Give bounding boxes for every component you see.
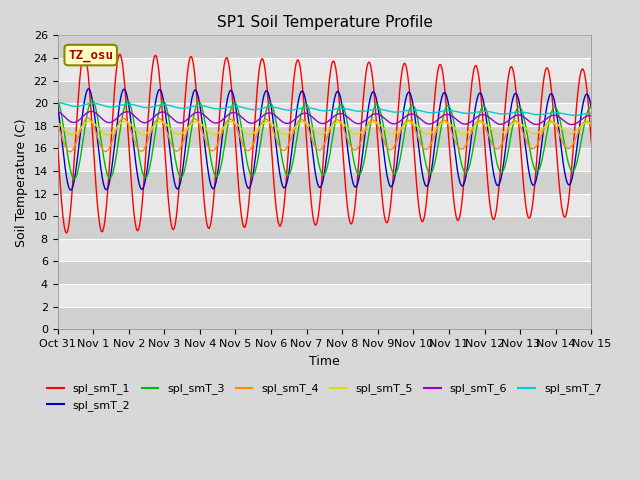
- Bar: [58, 307, 591, 329]
- spl_smT_6: [588, 113, 595, 119]
- spl_smT_5: [588, 120, 595, 126]
- spl_smT_3: [54, 97, 61, 103]
- spl_smT_3: [81, 124, 89, 130]
- spl_smT_2: [67, 187, 74, 193]
- spl_smT_5: [81, 120, 89, 126]
- spl_smT_1: [475, 72, 483, 77]
- spl_smT_3: [300, 103, 307, 109]
- Line: spl_smT_2: spl_smT_2: [58, 89, 591, 190]
- spl_smT_6: [314, 119, 321, 124]
- spl_smT_6: [54, 108, 61, 114]
- Bar: [58, 103, 591, 126]
- spl_smT_1: [588, 140, 595, 145]
- Bar: [58, 193, 591, 216]
- spl_smT_4: [314, 147, 321, 153]
- spl_smT_6: [299, 110, 307, 116]
- spl_smT_7: [314, 107, 321, 112]
- spl_smT_5: [54, 120, 61, 125]
- spl_smT_3: [88, 97, 96, 103]
- spl_smT_6: [572, 120, 580, 126]
- spl_smT_6: [568, 122, 576, 128]
- spl_smT_5: [300, 119, 307, 125]
- spl_smT_1: [54, 140, 61, 145]
- Bar: [58, 171, 591, 193]
- spl_smT_2: [300, 90, 307, 96]
- Bar: [58, 58, 591, 81]
- spl_smT_4: [67, 149, 74, 155]
- Bar: [58, 126, 591, 148]
- spl_smT_4: [54, 122, 61, 128]
- Legend: spl_smT_1, spl_smT_2, spl_smT_3, spl_smT_4, spl_smT_5, spl_smT_6, spl_smT_7: spl_smT_1, spl_smT_2, spl_smT_3, spl_smT…: [43, 379, 606, 415]
- spl_smT_5: [475, 120, 483, 126]
- spl_smT_2: [54, 102, 61, 108]
- spl_smT_7: [474, 109, 482, 115]
- Bar: [58, 81, 591, 103]
- spl_smT_2: [573, 148, 580, 154]
- spl_smT_3: [573, 161, 580, 167]
- spl_smT_1: [573, 104, 580, 110]
- spl_smT_3: [572, 162, 580, 168]
- Bar: [58, 216, 591, 239]
- Line: spl_smT_7: spl_smT_7: [58, 103, 591, 115]
- Bar: [58, 148, 591, 171]
- spl_smT_1: [81, 52, 89, 58]
- Bar: [58, 284, 591, 307]
- spl_smT_5: [68, 132, 76, 138]
- spl_smT_7: [299, 105, 307, 111]
- spl_smT_3: [70, 176, 78, 181]
- spl_smT_7: [570, 112, 578, 118]
- spl_smT_4: [81, 117, 89, 123]
- Text: TZ_osu: TZ_osu: [68, 48, 113, 61]
- spl_smT_4: [84, 115, 92, 121]
- Y-axis label: Soil Temperature (C): Soil Temperature (C): [15, 118, 28, 247]
- spl_smT_7: [588, 110, 595, 116]
- Bar: [58, 239, 591, 262]
- Bar: [58, 36, 591, 58]
- Line: spl_smT_3: spl_smT_3: [58, 100, 591, 179]
- spl_smT_3: [588, 106, 595, 111]
- Title: SP1 Soil Temperature Profile: SP1 Soil Temperature Profile: [216, 15, 433, 30]
- spl_smT_4: [588, 124, 595, 130]
- spl_smT_2: [81, 95, 89, 101]
- spl_smT_1: [300, 96, 307, 102]
- spl_smT_1: [63, 230, 70, 236]
- spl_smT_2: [572, 150, 580, 156]
- spl_smT_6: [81, 112, 88, 118]
- Line: spl_smT_4: spl_smT_4: [58, 118, 591, 152]
- spl_smT_7: [54, 100, 61, 106]
- spl_smT_1: [314, 216, 321, 222]
- spl_smT_1: [81, 50, 88, 56]
- Line: spl_smT_6: spl_smT_6: [58, 111, 591, 125]
- spl_smT_7: [572, 112, 580, 118]
- spl_smT_5: [572, 128, 580, 133]
- spl_smT_5: [86, 119, 93, 124]
- spl_smT_3: [314, 156, 321, 161]
- spl_smT_6: [572, 120, 580, 126]
- spl_smT_7: [572, 112, 580, 118]
- spl_smT_6: [474, 113, 482, 119]
- spl_smT_2: [475, 92, 483, 97]
- spl_smT_4: [475, 118, 483, 124]
- spl_smT_4: [573, 134, 580, 140]
- spl_smT_3: [475, 116, 483, 121]
- Line: spl_smT_5: spl_smT_5: [58, 121, 591, 135]
- spl_smT_4: [300, 118, 307, 123]
- X-axis label: Time: Time: [309, 355, 340, 368]
- spl_smT_2: [314, 181, 321, 187]
- Bar: [58, 262, 591, 284]
- spl_smT_1: [572, 108, 580, 113]
- spl_smT_2: [84, 86, 92, 92]
- spl_smT_2: [588, 106, 595, 111]
- spl_smT_5: [314, 131, 321, 136]
- spl_smT_7: [81, 102, 88, 108]
- spl_smT_5: [573, 128, 580, 133]
- Line: spl_smT_1: spl_smT_1: [58, 53, 591, 233]
- spl_smT_4: [572, 134, 580, 140]
